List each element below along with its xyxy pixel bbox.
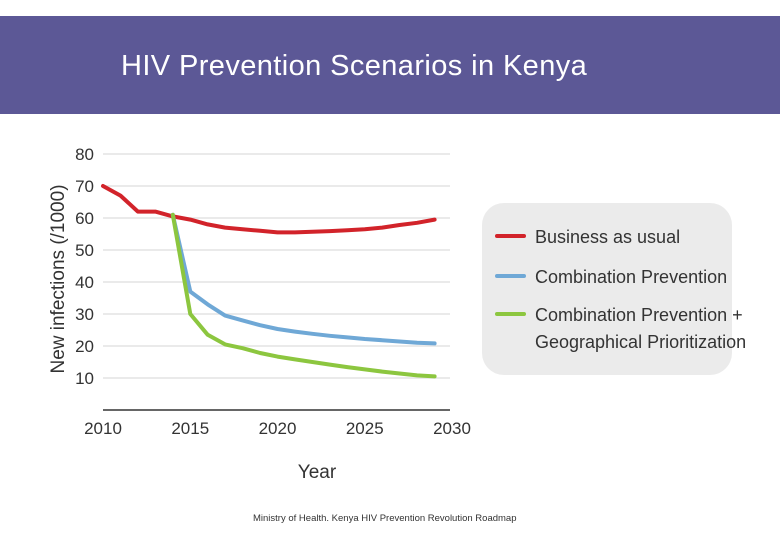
legend-label: Business as usual	[535, 227, 680, 247]
y-tick-label: 20	[75, 337, 94, 356]
y-tick-label: 50	[75, 241, 94, 260]
y-tick-label: 30	[75, 305, 94, 324]
x-tick-label: 2010	[84, 419, 122, 438]
series-lines	[101, 184, 437, 379]
y-tick-label: 10	[75, 369, 94, 388]
x-tick-labels: 2010 2015 2020 2025 2030	[84, 419, 471, 438]
grid-lines	[103, 153, 450, 411]
x-tick-label: 2020	[259, 419, 297, 438]
slide-title: HIV Prevention Scenarios in Kenya	[121, 50, 588, 82]
series-line-3	[170, 212, 437, 379]
y-tick-labels: 10 20 30 40 50 60 70 80	[75, 145, 94, 388]
legend-label: Combination Prevention	[535, 267, 727, 287]
series-line-2	[170, 212, 437, 346]
legend: Business as usual Combination Prevention C…	[482, 203, 746, 375]
source-footnote: Ministry of Health. Kenya HIV Prevention…	[253, 513, 517, 524]
series-line-1	[101, 184, 437, 235]
y-axis-label: New infections (/1000)	[48, 184, 69, 373]
y-tick-label: 80	[75, 145, 94, 164]
y-tick-label: 60	[75, 209, 94, 228]
y-tick-label: 40	[75, 273, 94, 292]
title-band: HIV Prevention Scenarios in Kenya	[0, 16, 780, 114]
y-tick-label: 70	[75, 177, 94, 196]
legend-box	[482, 203, 732, 375]
x-tick-label: 2025	[346, 419, 384, 438]
x-tick-label: 2030	[433, 419, 471, 438]
x-axis-label: Year	[298, 462, 337, 483]
x-tick-label: 2015	[171, 419, 209, 438]
legend-label: Geographical Prioritization	[535, 332, 746, 352]
legend-label: Combination Prevention +	[535, 305, 743, 325]
